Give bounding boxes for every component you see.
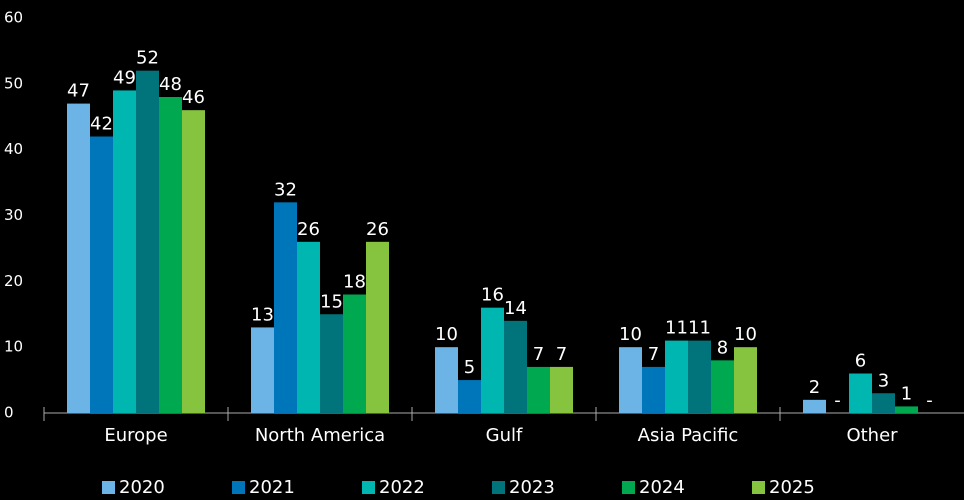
bar (435, 347, 458, 413)
x-tick-label: Europe (104, 425, 167, 446)
legend-swatch (362, 481, 375, 494)
bar (711, 360, 734, 413)
bar (642, 366, 665, 413)
bar (274, 202, 297, 413)
value-label: 10 (435, 324, 458, 345)
bar (527, 366, 550, 413)
legend-label: 2022 (379, 477, 425, 498)
x-tick-label: North America (255, 425, 385, 446)
value-label: 48 (159, 74, 182, 95)
bar (619, 347, 642, 413)
bar (366, 241, 389, 413)
value-label: 14 (504, 298, 527, 319)
value-label: 42 (90, 114, 113, 135)
x-tick-label: Other (846, 425, 898, 446)
value-label: 1 (901, 383, 912, 404)
bar (159, 97, 182, 413)
bar (90, 136, 113, 413)
y-tick-label: 10 (4, 338, 23, 356)
value-label: 6 (855, 351, 866, 372)
value-label: 3 (878, 370, 889, 391)
value-label: 10 (619, 324, 642, 345)
y-tick-label: 50 (4, 74, 23, 92)
bar (182, 110, 205, 414)
legend-label: 2024 (639, 477, 685, 498)
value-label: 16 (481, 285, 504, 306)
value-label: 10 (734, 324, 757, 345)
x-tick-label: Gulf (486, 425, 523, 446)
bar (849, 373, 872, 413)
bar (343, 294, 366, 413)
legend-swatch (102, 481, 115, 494)
value-label: - (926, 390, 933, 411)
value-label: 7 (648, 344, 659, 365)
value-label: 52 (136, 48, 159, 69)
x-tick-label: Asia Pacific (638, 425, 739, 446)
value-label: 49 (113, 67, 136, 88)
bar (458, 380, 481, 413)
bar (297, 241, 320, 413)
bar (872, 393, 895, 413)
bar (734, 347, 757, 413)
legend-swatch (232, 481, 245, 494)
value-label: 8 (717, 337, 728, 358)
bar (67, 103, 90, 413)
value-label: 18 (343, 272, 366, 293)
bar (504, 320, 527, 413)
value-label: 5 (464, 357, 475, 378)
y-tick-label: 60 (4, 9, 23, 27)
legend-label: 2020 (119, 477, 165, 498)
legend-label: 2023 (509, 477, 555, 498)
value-label: 11 (665, 318, 688, 339)
value-label: 26 (297, 219, 320, 240)
value-label: 2 (809, 377, 820, 398)
bar (113, 90, 136, 414)
legend-swatch (492, 481, 505, 494)
bar (136, 70, 159, 414)
legend-swatch (752, 481, 765, 494)
bar (481, 307, 504, 413)
value-label: 26 (366, 219, 389, 240)
legend-label: 2025 (769, 477, 815, 498)
bar (803, 399, 826, 413)
bar (895, 406, 918, 413)
value-label: 13 (251, 304, 274, 325)
bar (550, 366, 573, 413)
bar (320, 314, 343, 413)
value-label: 46 (182, 87, 205, 108)
value-label: 32 (274, 179, 297, 200)
bar (251, 327, 274, 413)
value-label: 7 (533, 344, 544, 365)
value-label: 15 (320, 291, 343, 312)
y-tick-label: 20 (4, 272, 23, 290)
value-label: 7 (556, 344, 567, 365)
y-tick-label: 0 (4, 404, 14, 422)
legend-swatch (622, 481, 635, 494)
bar (665, 340, 688, 413)
y-tick-label: 40 (4, 140, 23, 158)
legend-label: 2021 (249, 477, 295, 498)
value-label: 11 (688, 318, 711, 339)
value-label: - (834, 390, 841, 411)
bar (688, 340, 711, 413)
y-tick-label: 30 (4, 206, 23, 224)
value-label: 47 (67, 81, 90, 102)
